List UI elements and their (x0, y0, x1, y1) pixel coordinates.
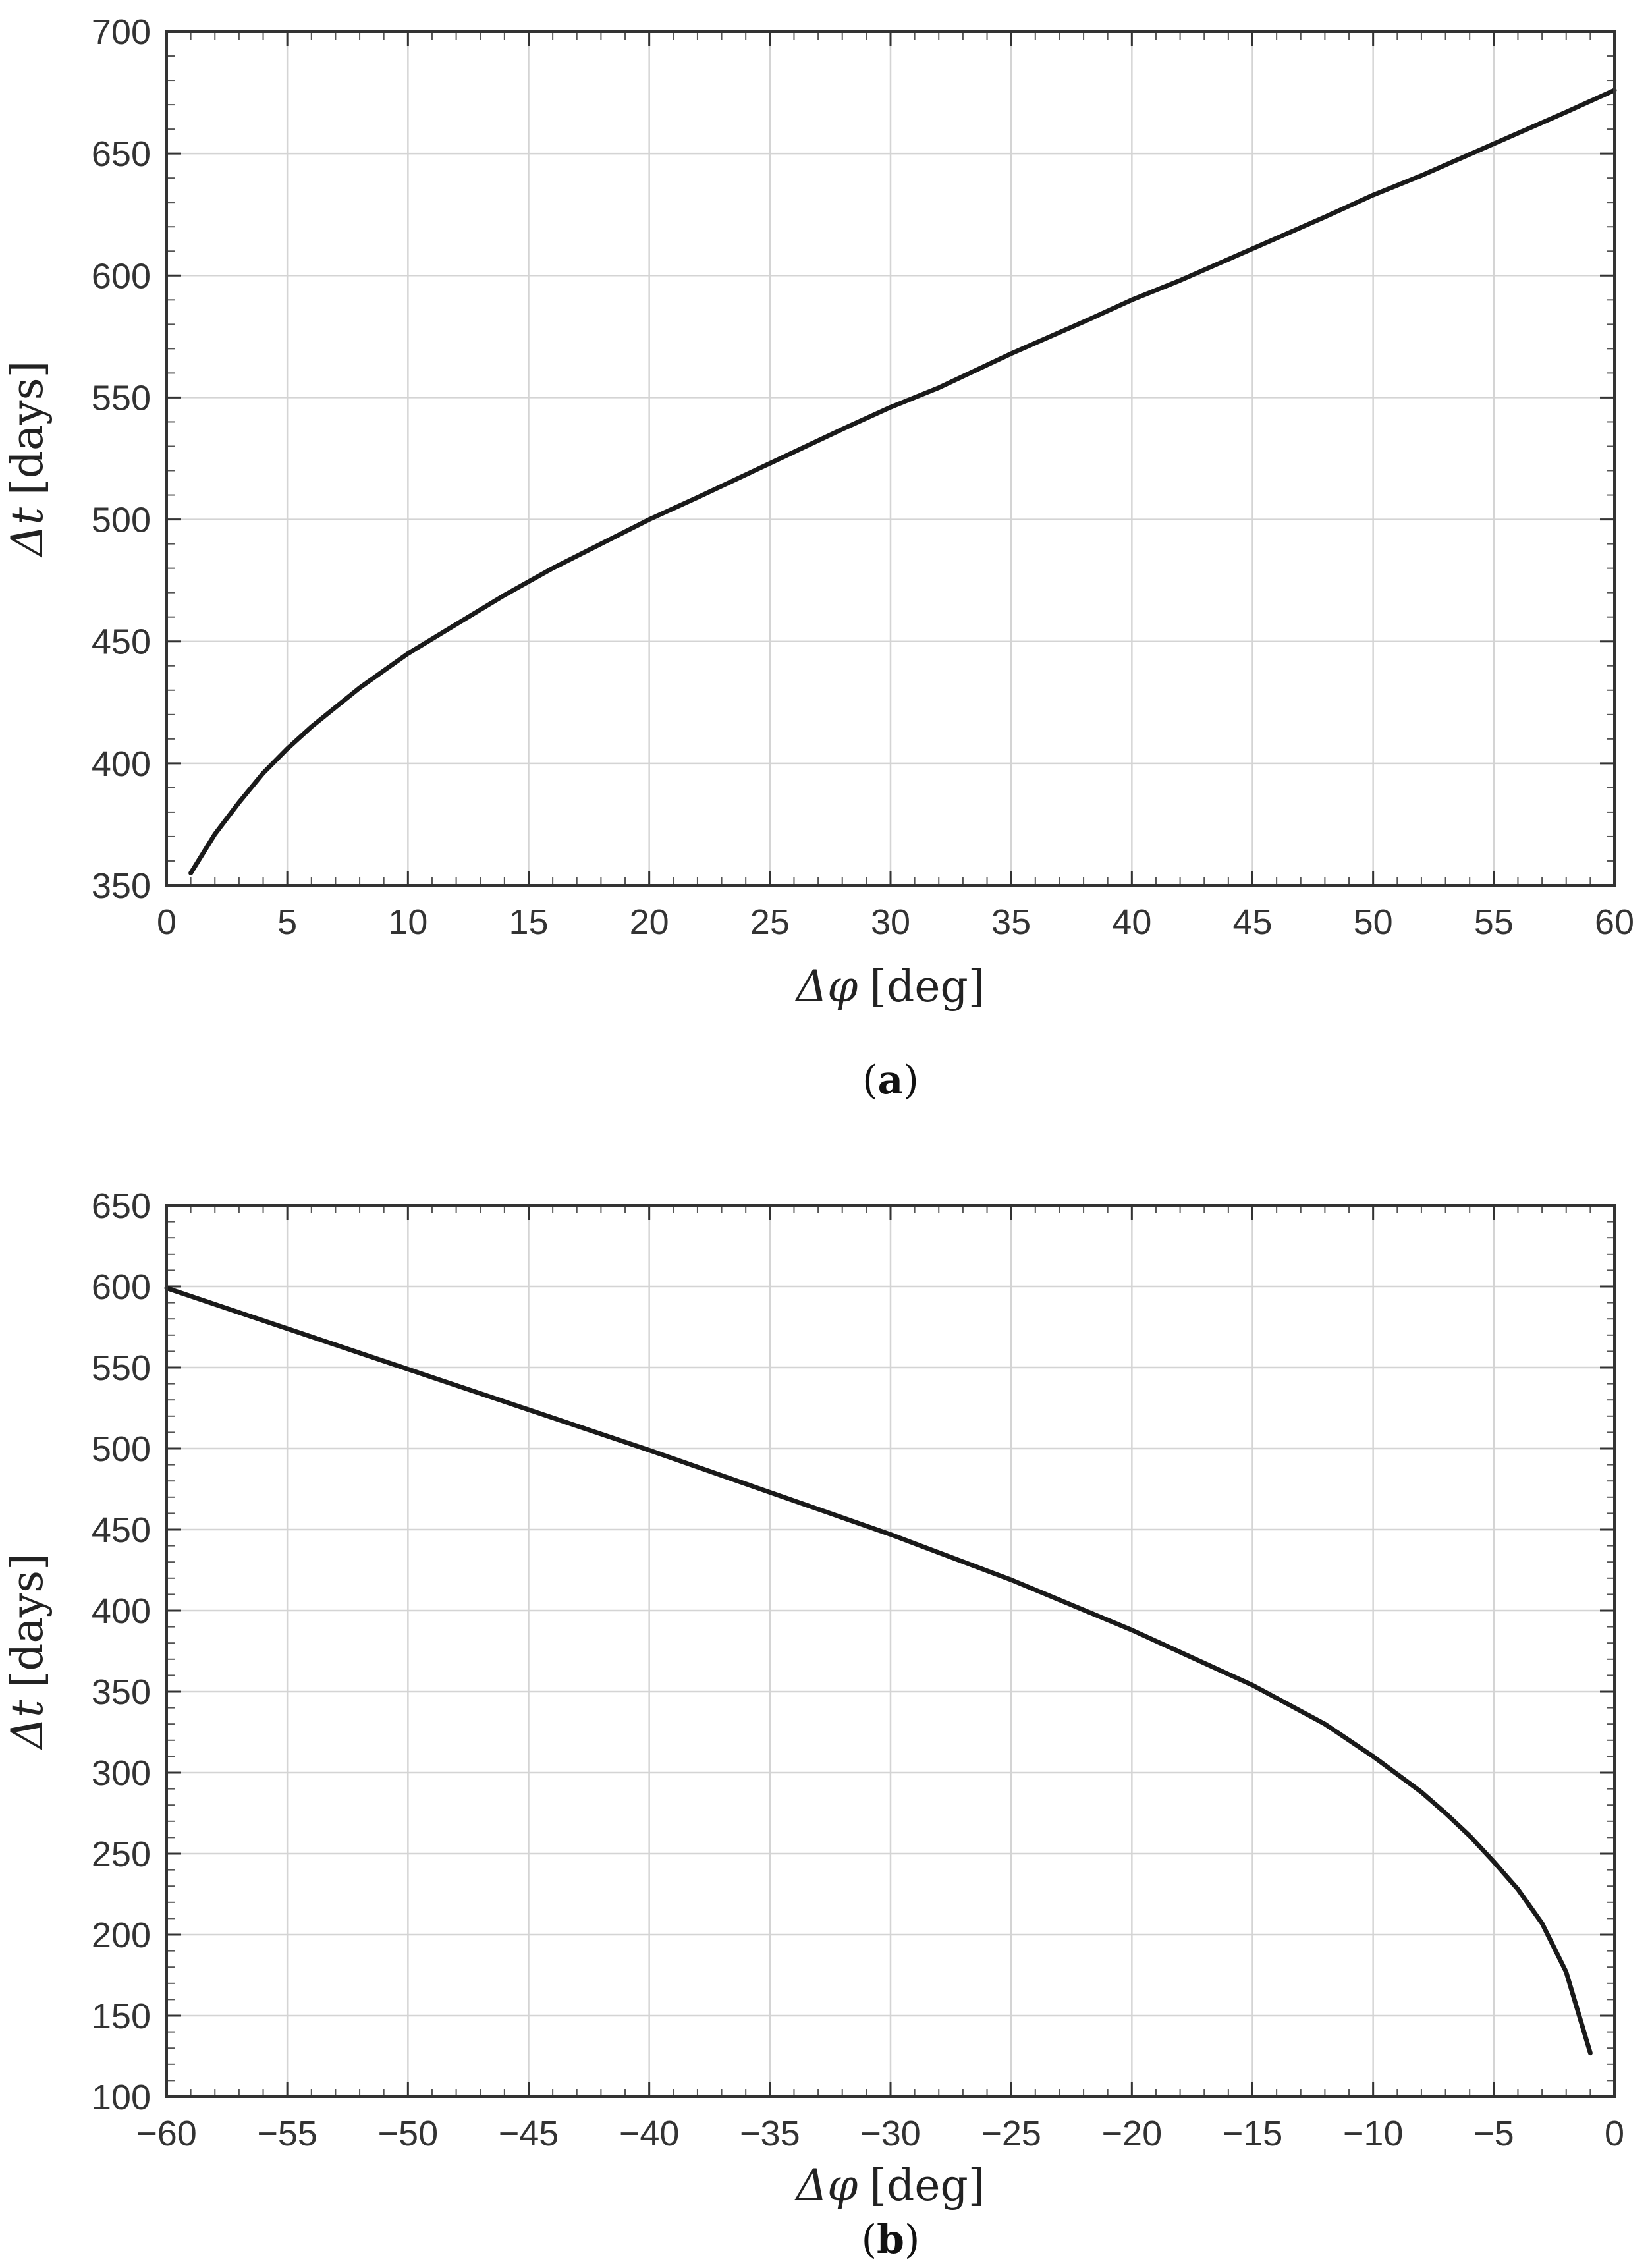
y-tick-label: 700 (92, 13, 151, 52)
x-tick-label: −5 (1473, 2114, 1514, 2153)
y-tick-label: 500 (92, 1429, 151, 1469)
y-axis-label: Δt [days] (2, 1553, 53, 1750)
chart-panel-a: 0 5 10 15 20 25 30 35 40 45 50 55 60 350 400 450 500 550 6… (2, 13, 1634, 1103)
y-axis-label-unit: [days] (2, 361, 53, 495)
x-tick-label: 25 (750, 902, 790, 942)
y-tick-label: 100 (92, 2078, 151, 2117)
x-tick-label: −40 (619, 2114, 680, 2153)
y-tick-label: 300 (92, 1754, 151, 1793)
caption-letter: a (878, 1057, 904, 1103)
y-axis-label: Δt [days] (2, 361, 53, 558)
caption-paren-open: ( (862, 2217, 877, 2263)
y-tick-label: 350 (92, 866, 151, 906)
caption-paren-close: ) (903, 1057, 918, 1103)
x-axis-label-symbol: Δφ (794, 2160, 858, 2211)
x-tick-label: 30 (871, 902, 910, 942)
x-tick-label: 10 (388, 902, 427, 942)
x-tick-label: −20 (1102, 2114, 1163, 2153)
caption-letter: b (877, 2217, 904, 2263)
y-tick-label: 600 (92, 1267, 151, 1307)
panel-caption: (b) (862, 2217, 920, 2263)
x-tick-label: −45 (499, 2114, 559, 2153)
x-tick-label: −50 (378, 2114, 439, 2153)
y-tick-label: 650 (92, 134, 151, 174)
plot-frame (165, 1204, 1616, 2098)
x-tick-label: 5 (277, 902, 297, 942)
x-tick-label: −15 (1223, 2114, 1283, 2153)
x-tick-label: 55 (1474, 902, 1514, 942)
x-tick-label: 0 (157, 902, 177, 942)
y-tick-label: 450 (92, 622, 151, 662)
y-tick-label: 350 (92, 1673, 151, 1712)
x-tick-label: 60 (1595, 902, 1634, 942)
x-axis-label: Δφ [deg] (794, 2160, 985, 2211)
x-axis-label-symbol: Δφ (794, 961, 858, 1012)
y-tick-label: 550 (92, 378, 151, 418)
x-tick-label: 40 (1112, 902, 1151, 942)
y-axis-label-symbol: Δt (2, 507, 53, 559)
x-tick-label: 0 (1605, 2114, 1624, 2153)
x-tick-label: 15 (509, 902, 548, 942)
x-tick-label: 50 (1354, 902, 1393, 942)
x-tick-label: 35 (991, 902, 1031, 942)
y-tick-label: 400 (92, 744, 151, 784)
x-tick-label: 20 (630, 902, 669, 942)
y-tick-label: 550 (92, 1348, 151, 1388)
y-tick-label: 650 (92, 1186, 151, 1226)
series-line (188, 88, 1617, 875)
y-tick-label: 450 (92, 1510, 151, 1550)
x-axis-label: Δφ [deg] (794, 961, 985, 1012)
plot-frame (165, 30, 1616, 887)
y-tick-label: 250 (92, 1835, 151, 1874)
y-tick-label: 200 (92, 1916, 151, 1955)
x-tick-label: −60 (136, 2114, 197, 2153)
y-tick-label: 500 (92, 501, 151, 540)
y-tick-label: 600 (92, 256, 151, 296)
x-tick-label: 45 (1232, 902, 1272, 942)
x-tick-label: −10 (1343, 2114, 1404, 2153)
chart-panel-b: −60 −55 −50 −45 −40 −35 −30 −25 −20 −15 −10 −5 01001… (2, 1186, 1624, 2263)
y-axis-label-symbol: Δt (2, 1700, 53, 1751)
y-axis-label-unit: [days] (2, 1553, 53, 1688)
x-tick-label: −55 (257, 2114, 317, 2153)
caption-paren-open: ( (862, 1057, 877, 1103)
x-tick-label: −35 (740, 2114, 800, 2153)
y-tick-label: 400 (92, 1591, 151, 1631)
y-tick-label: 150 (92, 1997, 151, 2036)
x-tick-label: −30 (860, 2114, 921, 2153)
panel-caption: (a) (862, 1057, 919, 1103)
x-axis-label-unit: [deg] (869, 2160, 985, 2211)
caption-paren-close: ) (904, 2217, 920, 2263)
x-tick-label: −25 (981, 2114, 1041, 2153)
series-line (164, 1286, 1593, 2056)
x-axis-label-unit: [deg] (869, 961, 985, 1012)
